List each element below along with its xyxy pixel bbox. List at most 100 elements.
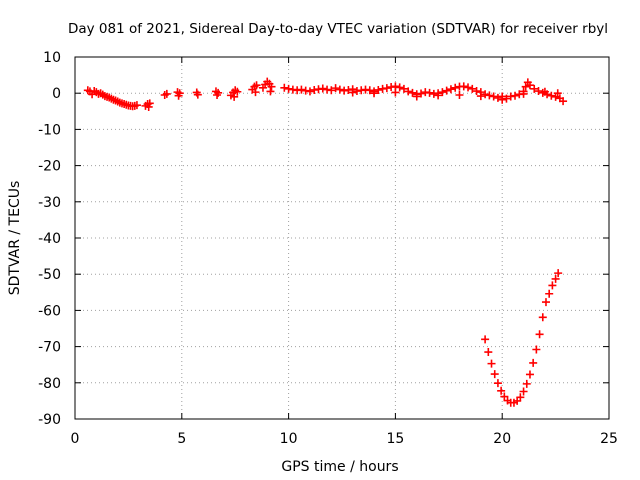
chart-title: Day 081 of 2021, Sidereal Day-to-day VTE… — [68, 21, 608, 37]
data-point — [468, 84, 477, 93]
data-point — [522, 379, 531, 388]
ticks: 10 0 -10 -20 -30 -40 -50 -60 -70 -80 -90 0 5 10 15 20 25 — [38, 50, 618, 447]
data-point — [252, 81, 261, 90]
y-tick-label: -50 — [38, 267, 61, 283]
x-tick-label: 15 — [386, 431, 404, 447]
data-point — [370, 89, 379, 98]
data-point — [434, 91, 443, 100]
data-point — [559, 97, 568, 106]
data-point — [230, 92, 239, 101]
data-point — [487, 359, 496, 368]
data-point — [327, 86, 336, 95]
data-point — [193, 90, 202, 99]
x-tick-label: 25 — [600, 431, 618, 447]
data-point — [481, 90, 490, 99]
data-point — [493, 379, 502, 388]
data-point — [145, 99, 154, 108]
y-tick-label: -80 — [38, 376, 61, 392]
data-point — [459, 82, 468, 91]
data-point — [485, 91, 494, 100]
x-axis-label: GPS time / hours — [281, 459, 398, 475]
y-tick-label: -20 — [38, 159, 61, 175]
data-point — [481, 335, 490, 344]
y-tick-label: -90 — [38, 412, 61, 428]
y-tick-label: -30 — [38, 195, 61, 211]
data-point — [438, 88, 447, 97]
data-point — [318, 84, 327, 93]
data-point — [497, 386, 506, 395]
data-point — [530, 84, 539, 93]
y-tick-label: -40 — [38, 231, 61, 247]
data-point — [442, 86, 451, 95]
x-tick-label: 0 — [71, 431, 80, 447]
data-point — [498, 92, 507, 101]
data-point — [331, 84, 340, 93]
data-point — [451, 83, 460, 92]
data-point — [335, 85, 344, 94]
data-point — [174, 91, 183, 100]
data-point — [132, 101, 141, 110]
data-point — [538, 313, 547, 322]
data-point — [144, 102, 153, 111]
data-point — [553, 89, 562, 98]
series-excursion — [481, 269, 563, 407]
data-point — [365, 86, 374, 95]
data-point — [399, 84, 408, 93]
data-point — [519, 89, 528, 98]
data-point — [476, 92, 485, 101]
data-point — [395, 83, 404, 92]
data-point — [516, 393, 525, 402]
data-point — [391, 88, 400, 97]
data-point — [213, 91, 222, 100]
data-points — [83, 77, 568, 407]
y-tick-label: -70 — [38, 340, 61, 356]
data-point — [525, 370, 534, 379]
data-point — [484, 348, 493, 357]
data-point — [446, 85, 455, 94]
data-point — [521, 82, 530, 91]
data-point — [464, 83, 473, 92]
data-point — [297, 85, 306, 94]
data-point — [348, 88, 357, 97]
data-point — [547, 91, 556, 100]
y-tick-label: 0 — [52, 86, 61, 102]
data-point — [404, 87, 413, 96]
data-point — [548, 281, 557, 290]
grid — [75, 57, 609, 419]
data-point — [545, 289, 554, 298]
data-point — [251, 88, 260, 97]
data-point — [280, 83, 289, 92]
data-point — [305, 87, 314, 96]
x-tick-label: 20 — [493, 431, 511, 447]
data-point — [511, 91, 520, 100]
data-point — [417, 89, 426, 98]
y-tick-label: 10 — [43, 50, 61, 66]
data-point — [233, 87, 242, 96]
data-point — [540, 87, 549, 96]
data-point — [490, 370, 499, 379]
data-point — [493, 93, 502, 102]
data-point — [374, 85, 383, 94]
data-point — [382, 84, 391, 93]
y-axis-label: SDTVAR / TECUs — [7, 181, 23, 296]
data-point — [554, 269, 563, 278]
data-point — [267, 82, 276, 91]
series-main-trace — [83, 77, 568, 111]
data-point — [502, 94, 511, 103]
data-point — [412, 92, 421, 101]
data-point — [162, 89, 171, 98]
y-tick-label: -10 — [38, 122, 61, 138]
x-tick-label: 10 — [280, 431, 298, 447]
data-point — [532, 345, 541, 354]
data-point — [408, 88, 417, 97]
data-point — [535, 330, 544, 339]
y-tick-label: -60 — [38, 303, 61, 319]
data-point — [525, 81, 534, 90]
data-point — [489, 92, 498, 101]
x-tick-label: 5 — [177, 431, 186, 447]
data-point — [529, 358, 538, 367]
data-point — [541, 298, 550, 307]
data-point — [551, 274, 560, 283]
data-point — [266, 87, 275, 96]
